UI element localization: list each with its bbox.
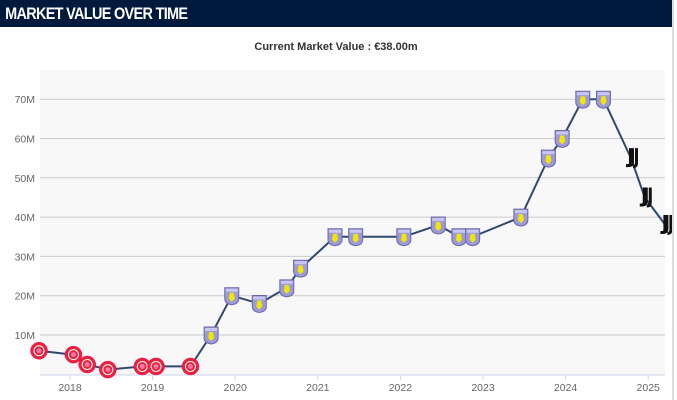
crest-lion xyxy=(256,300,263,310)
crest-lion xyxy=(332,233,339,243)
aston-villa-marker xyxy=(575,90,591,109)
girona-marker xyxy=(147,357,165,376)
crest-ring xyxy=(150,360,162,372)
aston-villa-marker xyxy=(595,90,611,109)
x-tick-label: 2019 xyxy=(141,382,165,394)
aston-villa-marker xyxy=(224,287,240,306)
juventus-marker xyxy=(625,148,638,169)
crest-band xyxy=(280,280,293,284)
girona-marker xyxy=(99,360,117,379)
crest-stroke xyxy=(646,187,652,208)
crest-lion xyxy=(283,284,290,294)
x-tick-label: 2023 xyxy=(471,382,495,394)
y-tick-label: 30M xyxy=(15,251,35,263)
juventus-marker xyxy=(639,187,652,208)
section-header: MARKET VALUE OVER TIME xyxy=(0,0,672,27)
plot-background xyxy=(40,70,665,375)
juventus-crest-icon xyxy=(625,148,634,168)
x-tick-label: 2018 xyxy=(58,382,82,394)
crest-band xyxy=(452,229,465,233)
x-tick-label: 2024 xyxy=(554,382,578,394)
crest-ring xyxy=(102,364,114,376)
y-tick-label: 10M xyxy=(15,330,35,342)
aston-villa-marker xyxy=(396,228,412,247)
crest-lion xyxy=(469,233,476,243)
crest-stroke xyxy=(667,214,672,235)
aston-villa-marker xyxy=(451,228,467,247)
crest-ring xyxy=(67,349,79,361)
crest-center xyxy=(105,367,111,373)
crest-band xyxy=(205,328,218,331)
aston-villa-marker xyxy=(465,228,481,247)
crest-band xyxy=(397,229,410,233)
crest-ring xyxy=(81,358,93,370)
girona-marker xyxy=(30,341,48,360)
crest-lion xyxy=(455,233,462,243)
crest-lion xyxy=(517,214,524,224)
crest-band xyxy=(432,217,445,221)
crest-center xyxy=(139,363,145,369)
juventus-crest-icon xyxy=(660,214,669,234)
crest-band xyxy=(514,210,527,214)
crest-lion xyxy=(545,155,552,165)
aston-villa-marker xyxy=(554,130,570,149)
girona-marker xyxy=(78,355,96,374)
x-tick-label: 2020 xyxy=(224,382,248,394)
crest-lion xyxy=(208,332,215,341)
y-tick-label: 40M xyxy=(15,212,35,224)
aston-villa-marker xyxy=(203,326,219,345)
y-tick-label: 50M xyxy=(15,173,35,185)
crest-ring xyxy=(184,360,196,372)
y-tick-label: 20M xyxy=(15,291,35,303)
crest-band xyxy=(294,261,307,265)
crest-lion xyxy=(228,292,235,302)
girona-marker xyxy=(133,357,152,376)
section-title: MARKET VALUE OVER TIME xyxy=(5,4,188,23)
aston-villa-marker xyxy=(327,228,343,247)
crest-band xyxy=(556,131,569,135)
crest-center xyxy=(70,352,76,358)
crest-lion xyxy=(352,233,359,243)
crest-band xyxy=(576,92,589,96)
crest-center xyxy=(153,363,159,369)
y-tick-label: 60M xyxy=(15,134,35,146)
crest-band xyxy=(329,229,342,233)
aston-villa-marker xyxy=(540,149,556,168)
y-tick-label: 70M xyxy=(15,94,35,106)
crest-lion xyxy=(579,96,586,106)
x-tick-label: 2021 xyxy=(306,382,330,394)
x-tick-label: 2022 xyxy=(389,382,413,394)
crest-band xyxy=(466,229,479,233)
crest-band xyxy=(597,92,610,96)
juventus-marker xyxy=(660,214,672,235)
crest-band xyxy=(253,296,266,300)
crest-band xyxy=(542,151,555,155)
crest-band xyxy=(225,288,238,292)
aston-villa-marker xyxy=(293,259,309,278)
crest-center xyxy=(36,348,42,354)
juventus-crest-icon xyxy=(639,187,648,207)
aston-villa-marker xyxy=(251,295,267,314)
crest-stroke xyxy=(632,148,638,169)
aston-villa-marker xyxy=(513,208,529,227)
panel-border xyxy=(672,0,674,400)
crest-lion xyxy=(559,135,566,145)
current-market-value: Current Market Value : €38.00m xyxy=(254,41,418,53)
crest-lion xyxy=(600,96,607,106)
girona-marker xyxy=(181,357,200,376)
crest-center xyxy=(187,363,193,369)
crest-ring xyxy=(33,345,45,357)
crest-lion xyxy=(435,221,442,231)
crest-lion xyxy=(297,265,304,275)
crest-lion xyxy=(400,233,407,243)
aston-villa-marker xyxy=(430,216,446,235)
aston-villa-marker xyxy=(348,228,364,247)
girona-marker xyxy=(64,345,83,364)
x-tick-label: 2025 xyxy=(637,382,661,394)
crest-center xyxy=(84,361,90,367)
crest-band xyxy=(349,229,362,233)
crest-ring xyxy=(136,360,148,372)
aston-villa-marker xyxy=(279,279,295,298)
